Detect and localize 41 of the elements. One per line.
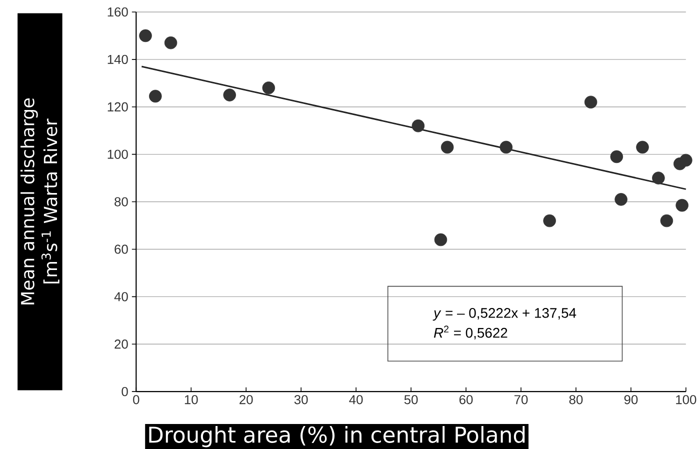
x-tick-label: 100 bbox=[676, 395, 696, 404]
y-tick-label: 160 bbox=[108, 7, 128, 16]
point bbox=[262, 81, 276, 94]
y-tick-label: 140 bbox=[108, 54, 128, 64]
x-axis-title: Drought area (%) in central Poland bbox=[149, 426, 525, 448]
point bbox=[614, 192, 628, 206]
annotation: R$^{2}$ = 0,5622 bbox=[434, 326, 508, 340]
point bbox=[500, 140, 513, 154]
point bbox=[440, 140, 454, 154]
x-tick-label: 70 bbox=[514, 395, 528, 404]
y-tick-label: 100 bbox=[108, 150, 128, 159]
y-tick-label: 60 bbox=[114, 244, 128, 254]
y-tick-label: 0 bbox=[122, 386, 128, 396]
point bbox=[543, 214, 556, 228]
y-tick-label: 120 bbox=[108, 102, 128, 112]
x-tick-label: 20 bbox=[240, 395, 253, 404]
point bbox=[584, 96, 598, 108]
point bbox=[412, 119, 425, 132]
point bbox=[660, 214, 674, 228]
annotation: y = – 0,5222x + 137,54 bbox=[432, 308, 576, 321]
y-tick-label: 20 bbox=[114, 339, 128, 349]
point bbox=[652, 172, 665, 184]
x-tick-label: 30 bbox=[294, 395, 308, 404]
point bbox=[680, 154, 692, 167]
point bbox=[139, 29, 152, 42]
x-tick-label: 60 bbox=[459, 395, 473, 404]
point bbox=[636, 140, 649, 154]
x-tick-label: 0 bbox=[133, 395, 140, 404]
point bbox=[676, 198, 688, 212]
x-tick-label: 40 bbox=[349, 395, 363, 404]
y-tick-label: 40 bbox=[114, 292, 128, 302]
point bbox=[223, 88, 236, 102]
point bbox=[149, 90, 162, 102]
point bbox=[434, 233, 448, 246]
x-tick-label: 50 bbox=[404, 395, 418, 404]
point bbox=[610, 150, 624, 163]
x-tick-label: 90 bbox=[624, 395, 638, 404]
point bbox=[164, 36, 178, 50]
y-tick-label: 80 bbox=[114, 197, 128, 206]
x-tick-label: 80 bbox=[569, 395, 583, 404]
x-tick-label: 10 bbox=[184, 395, 198, 404]
